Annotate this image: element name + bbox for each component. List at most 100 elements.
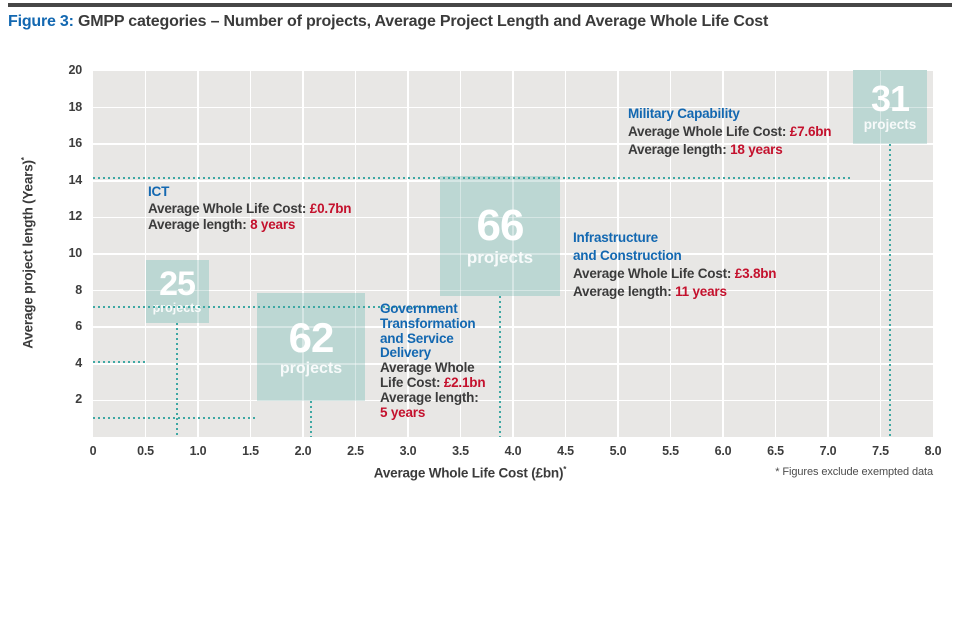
y-tick-label: 12 <box>68 209 82 224</box>
annotation-text: Average length: <box>148 217 251 232</box>
grid-line-v <box>774 71 777 437</box>
y-tick-label: 2 <box>75 392 82 407</box>
x-tick-label: 4.5 <box>557 444 574 458</box>
annotation-text: Government <box>380 301 458 316</box>
grid-line-h <box>93 399 933 402</box>
annotation-line: Average Whole Life Cost: £7.6bn <box>628 123 832 141</box>
leader-line-v <box>310 401 312 437</box>
leader-line-h <box>93 177 853 179</box>
annotation-line: Average length: <box>380 390 485 406</box>
grid-line-v <box>459 71 462 437</box>
grid-line-v <box>354 71 357 437</box>
x-tick-label: 6.5 <box>767 444 784 458</box>
chart-footnote: * Figures exclude exempted data <box>775 466 933 478</box>
x-tick-label: 6.0 <box>714 444 732 458</box>
annotation-line: ICT <box>148 184 351 201</box>
project-count: 62 <box>288 313 335 361</box>
annotation-text: Life Cost: <box>380 374 444 390</box>
project-count: 25 <box>159 264 196 303</box>
annotation-text: £2.1bn <box>443 374 486 390</box>
projects-word: projects <box>863 117 917 133</box>
grid-line-v <box>249 71 252 437</box>
annotation-line: Delivery <box>380 345 485 361</box>
grid-line-v <box>564 71 567 437</box>
projects-word: projects <box>153 301 202 316</box>
category-square: 25projects <box>145 259 209 323</box>
leader-line-v <box>499 296 501 437</box>
grid-line-h <box>93 106 933 109</box>
y-tick-label: 20 <box>68 63 82 77</box>
leader-line-v <box>889 144 891 437</box>
x-axis-footnote-marker: * <box>563 465 567 474</box>
top-border-rule <box>8 3 952 7</box>
annotation-text: and Service <box>380 330 454 346</box>
x-tick-label: 0 <box>89 444 97 458</box>
x-tick-label: 7.5 <box>872 444 889 458</box>
x-tick-label: 5.0 <box>609 444 627 458</box>
figure-number-label: Figure 3: <box>8 13 74 30</box>
x-tick-label: 2.0 <box>294 444 312 458</box>
grid-line-h <box>93 216 933 219</box>
figure-title: Figure 3: GMPP categories – Number of pr… <box>8 13 768 31</box>
grid-line-v <box>512 71 514 437</box>
annotation-text: Average Whole Life Cost: <box>573 266 735 281</box>
grid-line-h <box>93 289 933 292</box>
annotation-line: Government <box>380 301 485 317</box>
leader-line-h <box>93 417 257 419</box>
annotation-line: 5 years <box>380 405 485 421</box>
grid-line-h <box>93 399 933 402</box>
annotation-line: Life Cost: £2.1bn <box>380 374 486 391</box>
annotation-line: and Service <box>380 330 485 347</box>
grid-line-v <box>197 71 199 437</box>
x-tick-label: 3.0 <box>399 444 417 458</box>
annotation-text: and Construction <box>573 248 682 263</box>
y-tick-label: 10 <box>68 246 82 260</box>
annotation-text: £3.8bn <box>734 266 777 281</box>
x-tick-label: 1.0 <box>189 444 207 458</box>
grid-line-h <box>93 363 933 365</box>
y-tick-label: 6 <box>75 319 82 334</box>
annotation-text: 11 years <box>675 284 727 299</box>
grid-line-v <box>302 71 304 437</box>
grid-line-v <box>722 71 724 437</box>
annotation-line: Military Capability <box>628 105 831 123</box>
grid-line-v <box>407 71 409 437</box>
annotation-text: Delivery <box>380 345 431 361</box>
x-tick-label: 4.0 <box>504 444 522 458</box>
annotation-text: ICT <box>148 184 170 199</box>
annotation-text: £0.7bn <box>309 200 352 216</box>
grid-line-h <box>93 326 933 328</box>
y-axis-footnote-marker: * <box>20 157 29 161</box>
annotation-text: £7.6bn <box>789 124 832 139</box>
projects-word: projects <box>466 248 534 268</box>
x-tick-label: 3.5 <box>452 444 469 458</box>
y-tick-label: 18 <box>68 99 82 114</box>
annotation-text: Military Capability <box>628 106 740 121</box>
grid-line-h <box>93 143 933 145</box>
annotation-text: Transformation <box>380 315 476 331</box>
grid-line-h <box>93 180 933 182</box>
y-tick-label: 16 <box>68 136 82 151</box>
project-count: 31 <box>870 78 910 120</box>
x-tick-label: 1.5 <box>242 444 259 458</box>
grid-line-h <box>93 326 933 328</box>
annotation-text: 8 years <box>250 217 296 232</box>
category-annotation: Military Capability Average Whole Life Co… <box>628 105 832 159</box>
projects-word: projects <box>279 359 343 377</box>
annotation-line: Transformation <box>380 315 485 332</box>
x-tick-label: 8.0 <box>924 444 942 458</box>
grid-line-v <box>827 71 829 437</box>
plot-area: 25projects62projects66projects31projects <box>93 70 933 437</box>
x-tick-label: 0.5 <box>137 444 154 458</box>
grid-line-h <box>93 143 933 145</box>
grid-line-v <box>879 71 882 437</box>
chart-area: 25projects62projects66projects31projects… <box>20 63 942 481</box>
x-tick-label: 7.0 <box>819 444 837 458</box>
grid-line-h <box>93 106 933 109</box>
category-square: 62 projects <box>257 293 365 401</box>
annotation-line: Average length: 18 years <box>628 141 831 159</box>
grid-line-h <box>93 363 933 365</box>
category-square: 66 projects <box>440 176 560 296</box>
category-annotation: Government Transformation and Service Deliv… <box>380 301 486 421</box>
